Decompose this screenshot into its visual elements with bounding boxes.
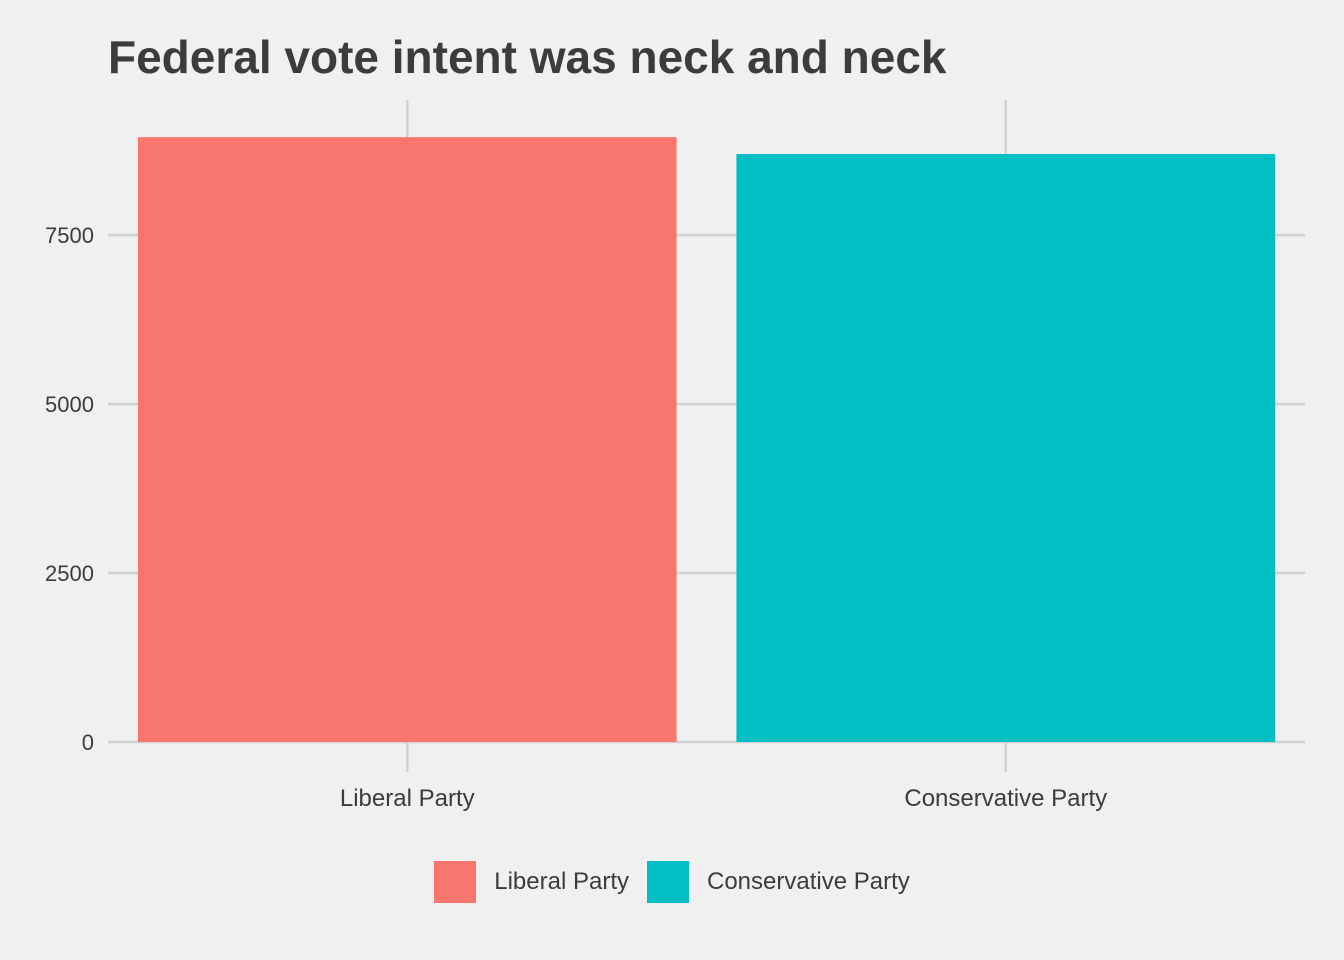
y-tick-label: 2500 [45,561,94,586]
legend-item-liberal: Liberal Party [434,861,629,903]
legend-label-liberal: Liberal Party [494,868,629,895]
legend-swatch-liberal [434,861,477,903]
legend-item-conservative: Conservative Party [646,861,910,903]
y-tick-label: 0 [82,730,94,755]
bar-liberal-party [137,137,677,742]
y-tick-label: 5000 [45,392,94,417]
x-tick-label: Conservative Party [904,785,1107,812]
x-tick-label: Liberal Party [340,785,475,812]
chart-title: Federal vote intent was neck and neck [108,31,947,83]
y-tick-label: 7500 [45,223,94,248]
legend-swatch-conservative [646,861,689,903]
legend: Liberal Party Conservative Party [0,861,1344,903]
bar-conservative-party [736,154,1276,742]
legend-label-conservative: Conservative Party [706,868,910,895]
